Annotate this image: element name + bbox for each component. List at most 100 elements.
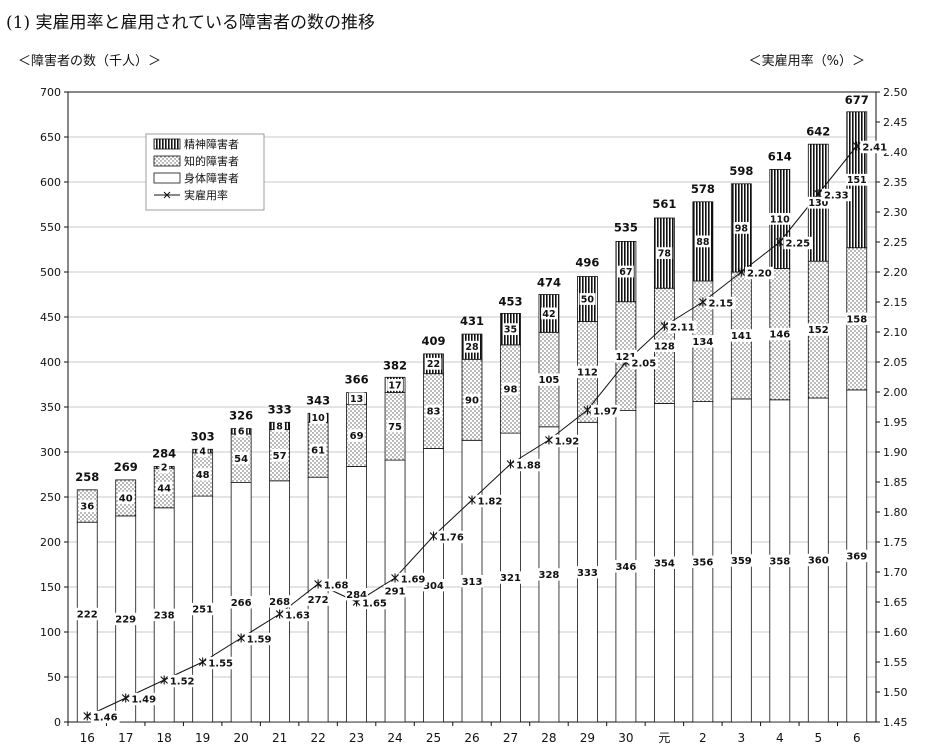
x-axis-tick-label: 24	[387, 731, 402, 745]
body-value-label-bg	[691, 555, 715, 568]
intellectual-value-label-bg	[155, 481, 173, 495]
body-value-label: 229	[115, 615, 136, 626]
rate-marker	[545, 435, 553, 445]
mental-value-label-bg	[502, 323, 519, 336]
rate-value-label-bg	[514, 458, 543, 472]
legend-body-swatch	[153, 172, 181, 184]
mental-value-label-bg	[807, 196, 830, 209]
intellectual-value-label-bg	[79, 499, 96, 513]
rate-value-label-bg	[860, 140, 890, 154]
body-value-label: 356	[692, 557, 713, 568]
rate-value-label-bg	[321, 578, 351, 592]
x-axis-tick-label: 30	[618, 731, 633, 745]
x-axis-tick-label: 19	[195, 731, 210, 745]
rate-value-label: 1.46	[93, 713, 118, 724]
right-axis-tick-label: 2.35	[883, 176, 908, 189]
mental-value-label: 17	[388, 380, 401, 391]
mental-value-label-bg	[694, 235, 711, 248]
intellectual-value-label-bg	[768, 327, 792, 341]
rate-value-label-bg	[129, 692, 159, 706]
total-value-label: 333	[268, 402, 292, 416]
body-value-label-bg	[806, 553, 830, 567]
body-value-label: 358	[769, 557, 790, 568]
intellectual-value-label: 57	[273, 451, 287, 462]
rate-marker	[660, 321, 669, 331]
mental-value-label: 98	[735, 223, 749, 234]
x-axis-tick-label: 16	[80, 731, 95, 745]
left-axis-tick-label: 550	[40, 221, 61, 234]
mental-value-label-bg	[425, 357, 442, 370]
mental-value-label: 50	[581, 294, 595, 305]
rate-value-label: 2.41	[862, 143, 887, 154]
legend-mental-swatch	[153, 138, 181, 150]
mental-value-label: 67	[619, 267, 632, 278]
intellectual-value-label: 121	[615, 352, 636, 363]
mental-value-label-bg	[348, 392, 365, 405]
rate-value-label: 2.20	[747, 269, 772, 280]
body-value-label-bg	[653, 556, 676, 569]
right-axis-label: ＜実雇用率（%）＞	[748, 54, 865, 69]
intellectual-value-label-bg	[232, 452, 250, 465]
intellectual-value-label-bg	[691, 335, 715, 348]
rate-value-label: 1.88	[516, 461, 541, 472]
rate-marker	[314, 579, 322, 589]
mental-value-label-bg	[618, 265, 634, 278]
mental-value-label: 130	[808, 198, 828, 209]
intellectual-value-label-bg	[806, 323, 830, 336]
rate-marker	[737, 267, 746, 277]
intellectual-value-label-bg	[386, 420, 404, 433]
body-value-label: 313	[462, 577, 483, 588]
rate-value-label: 2.11	[670, 323, 695, 334]
right-axis-tick-label: 2.00	[883, 386, 908, 399]
intellectual-value-label: 61	[311, 445, 325, 456]
rate-value-label: 2.05	[632, 359, 657, 370]
mental-value-label-bg	[579, 293, 596, 305]
left-axis-tick-label: 500	[40, 266, 61, 279]
mental-value-label: 42	[542, 309, 555, 320]
body-value-label-bg	[576, 565, 599, 579]
mental-value-label: 22	[427, 359, 440, 370]
rate-value-label: 1.63	[285, 611, 310, 622]
body-value-label: 251	[192, 605, 213, 616]
rate-value-label: 1.49	[131, 695, 156, 706]
total-value-label: 453	[498, 294, 522, 308]
total-value-label: 535	[614, 221, 638, 235]
right-axis-tick-label: 1.95	[883, 416, 908, 429]
rate-value-label-bg	[591, 404, 620, 418]
rate-value-label: 1.92	[555, 437, 580, 448]
rate-marker	[775, 237, 784, 247]
intellectual-value-label: 146	[769, 330, 790, 341]
intellectual-value-label: 40	[119, 494, 133, 505]
total-value-label: 366	[345, 373, 369, 387]
mental-value-label: 6	[238, 427, 245, 438]
rate-value-label-bg	[821, 188, 851, 202]
mental-value-label: 110	[770, 214, 790, 225]
intellectual-value-label-bg	[730, 329, 753, 342]
left-axis-tick-label: 300	[40, 446, 61, 459]
rate-value-label-bg	[437, 530, 466, 544]
body-value-label: 321	[500, 573, 521, 584]
mental-value-label-bg	[464, 340, 480, 353]
right-axis-tick-label: 1.50	[883, 686, 908, 699]
right-axis-tick-label: 2.30	[883, 206, 908, 219]
intellectual-value-label: 112	[577, 368, 598, 379]
mental-value-label-bg	[768, 213, 791, 225]
body-value-label: 346	[615, 562, 636, 573]
body-value-label: 284	[346, 590, 367, 601]
rate-value-label-bg	[552, 434, 582, 448]
rate-value-label: 1.52	[170, 677, 195, 688]
intellectual-value-label: 48	[196, 470, 210, 481]
rate-marker	[852, 141, 861, 151]
intellectual-value-label-bg	[117, 491, 134, 505]
total-value-label: 303	[191, 429, 215, 443]
rate-value-label-bg	[667, 320, 697, 334]
total-value-label: 258	[75, 470, 99, 484]
left-axis-tick-label: 700	[40, 86, 61, 99]
rate-marker	[506, 459, 515, 469]
intellectual-value-label: 36	[80, 502, 94, 513]
page-title: (1) 実雇用率と雇用されている障害者の数の推移	[6, 13, 375, 33]
left-axis-tick-label: 50	[47, 671, 61, 684]
body-value-label-bg	[75, 607, 99, 621]
rate-marker	[83, 711, 92, 721]
